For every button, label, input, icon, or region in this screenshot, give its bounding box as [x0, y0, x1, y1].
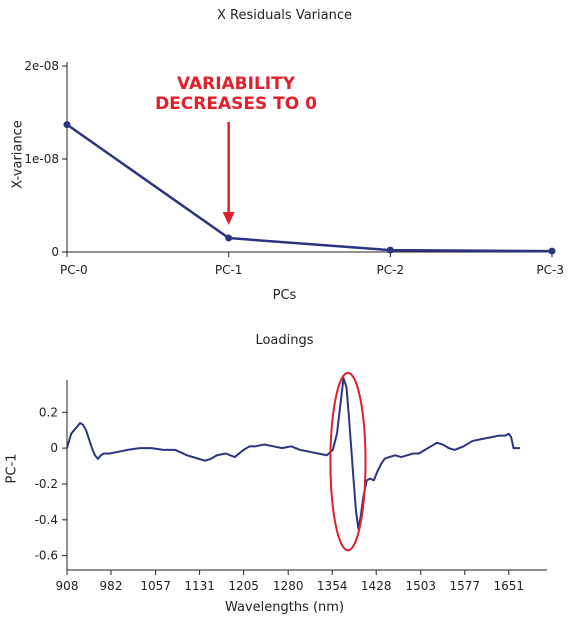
y-tick-label: -0.4: [35, 513, 58, 527]
highlight-ellipse: [329, 371, 367, 552]
x-tick-label: 1205: [228, 579, 259, 593]
annotation-line-1: VARIABILITY: [176, 74, 296, 94]
y-tick-label: 0.2: [39, 405, 58, 419]
x-tick-label: PC-1: [215, 263, 243, 277]
x-tick-label: 1577: [450, 579, 481, 593]
x-tick-label: 982: [100, 579, 123, 593]
y-axis-label: PC-1: [4, 453, 20, 484]
loadings-line: [66, 377, 521, 530]
x-residuals-variance-chart: X Residuals Variance 0 1e-08 2e-08 PC-0 PC-1…: [0, 0, 569, 300]
x-tick-label: 1651: [494, 579, 525, 593]
y-axis-label: X-variance: [10, 120, 26, 189]
x-tick-label: PC-3: [536, 263, 564, 277]
annotation-line-2: DECREASES TO 0: [155, 94, 317, 114]
x-tick-label: PC-2: [377, 263, 405, 277]
y-tick-label: 1e-08: [24, 152, 59, 166]
x-tick-label: PC-0: [60, 263, 88, 277]
series-line: [66, 123, 553, 253]
x-tick-label: 1057: [140, 579, 171, 593]
x-tick-label: 1503: [406, 579, 437, 593]
variability-annotation: VARIABILITY DECREASES TO 0: [136, 74, 336, 114]
x-tick-label: 1354: [317, 579, 348, 593]
chart-title: X Residuals Variance: [216, 8, 352, 23]
x-axis-label: Wavelengths (nm): [224, 600, 345, 615]
data-point: [386, 246, 394, 254]
x-residuals-variance-plot: 0 1e-08 2e-08 PC-0 PC-1 PC-2 PC-3: [24, 59, 564, 277]
annotation-arrow-head: [222, 212, 235, 226]
y-tick-label: -0.2: [35, 477, 58, 491]
data-point: [63, 121, 71, 129]
x-tick-label: 1280: [273, 579, 304, 593]
y-tick-label: 0: [51, 245, 59, 259]
x-tick-label: 908: [56, 579, 79, 593]
data-point: [225, 234, 233, 242]
x-axis-label: PCs: [272, 288, 297, 300]
y-tick-label: 2e-08: [24, 59, 59, 73]
y-tick-label: -0.6: [35, 549, 58, 563]
data-point: [548, 247, 556, 255]
chart-title: Loadings: [255, 333, 314, 348]
loadings-chart: Loadings -0.6 -0.4 -0.2 0 0.2 908 982 1057 1131 1…: [0, 325, 569, 624]
x-tick-label: 1131: [184, 579, 215, 593]
x-tick-label: 1428: [361, 579, 392, 593]
y-tick-label: 0: [50, 441, 58, 455]
loadings-plot: -0.6 -0.4 -0.2 0 0.2 908 982 1057 1131 1205 1280 13…: [35, 371, 547, 593]
